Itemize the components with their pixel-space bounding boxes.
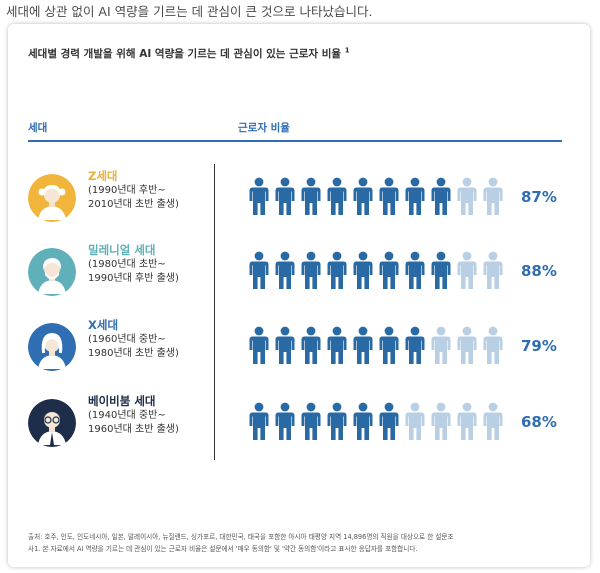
person-icon-filled [353,402,373,440]
person-icon-filled [327,402,347,440]
person-icon-filled [275,326,295,364]
person-icon-empty [457,326,477,364]
generation-years-line1: (1940년대 중반~ [88,410,166,421]
generation-years-line2: 1960년대 초반 출생) [88,424,179,435]
person-icon-filled [379,326,399,364]
footnote-marker: 1 [344,46,350,55]
person-icon-filled [301,326,321,364]
person-icon-empty [405,402,425,440]
pictograph-row [248,177,508,217]
generation-years-line1: (1980년대 초반~ [88,259,166,270]
person-icon-empty [457,402,477,440]
person-icon-empty [457,251,477,289]
person-icon-empty [483,177,503,215]
person-icon-empty [483,326,503,364]
person-icon-empty [483,251,503,289]
pictograph-row [248,251,508,291]
person-icon-filled [249,177,269,215]
person-icon-empty [431,402,451,440]
generation-name: 베이비붐 세대 [88,394,156,408]
percentage-label: 79% [521,337,557,355]
person-icon-filled [249,402,269,440]
person-icon-filled [301,251,321,289]
person-icon-empty [483,402,503,440]
person-icon-empty [431,326,451,364]
person-icon-filled [353,326,373,364]
person-icon-filled [405,251,425,289]
person-icon-filled [327,326,347,364]
generation-years-line1: (1960년대 중반~ [88,334,166,345]
person-icon-filled [275,251,295,289]
percentage-label: 87% [521,188,557,206]
percentage-column-header: 근로자 비율 [238,122,290,134]
percentage-label: 68% [521,413,557,431]
person-icon-filled [431,251,451,289]
person-icon-filled [327,177,347,215]
generation-name: Z세대 [88,169,118,183]
person-icon-filled [353,177,373,215]
person-icon-filled [379,402,399,440]
header-divider [28,140,562,142]
person-icon-filled [431,177,451,215]
intro-text: 세대에 상관 없이 AI 역량을 기르는 데 관심이 큰 것으로 나타났습니다. [6,4,373,19]
person-icon-filled [301,402,321,440]
generation-column-header: 세대 [28,122,48,134]
card-title-text: 세대별 경력 개발을 위해 AI 역량을 기르는 데 관심이 있는 근로자 비율 [28,48,342,60]
person-icon-filled [405,326,425,364]
person-icon-filled [353,251,373,289]
generation-years-line1: (1990년대 후반~ [88,185,166,196]
vertical-divider [214,164,215,460]
person-icon-filled [301,177,321,215]
person-icon-filled [275,177,295,215]
z-gen-avatar [28,174,76,222]
gen-x-avatar [28,323,76,371]
generation-years-line2: 2010년대 초반 출생) [88,199,179,210]
pictograph-row [248,402,508,442]
percentage-label: 88% [521,262,557,280]
baby-boomer-avatar [28,399,76,447]
person-icon-filled [379,177,399,215]
generation-years-line2: 1990년대 후반 출생) [88,273,179,284]
person-icon-filled [379,251,399,289]
footnote-note: 사1. 본 자료에서 AI 역량을 기르는 데 관심이 있는 근로자 비율은 설… [28,545,418,553]
person-icon-filled [327,251,347,289]
card-title: 세대별 경력 개발을 위해 AI 역량을 기르는 데 관심이 있는 근로자 비율… [28,46,350,61]
person-icon-filled [405,177,425,215]
pictograph-row [248,326,508,366]
person-icon-empty [457,177,477,215]
person-icon-filled [275,402,295,440]
footnote-source: 출처: 호주, 인도, 인도네시아, 일본, 말레이시아, 뉴질랜드, 싱가포르… [28,533,454,541]
person-icon-filled [249,326,269,364]
generation-name: X세대 [88,318,119,332]
infographic-card: 세대별 경력 개발을 위해 AI 역량을 기르는 데 관심이 있는 근로자 비율… [8,24,590,567]
person-icon-filled [249,251,269,289]
generation-years-line2: 1980년대 초반 출생) [88,348,179,359]
millennial-avatar [28,248,76,296]
generation-name: 밀레니얼 세대 [88,243,156,257]
